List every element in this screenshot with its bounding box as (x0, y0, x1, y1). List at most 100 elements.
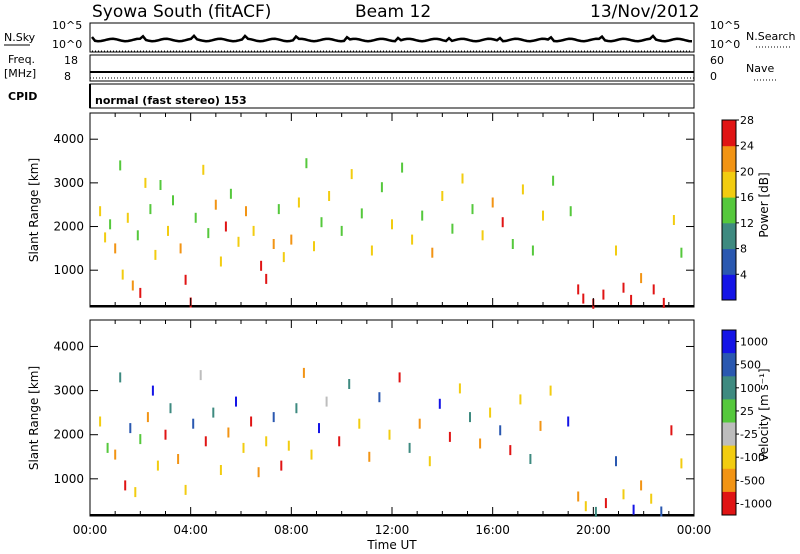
velocity-point-2 (114, 449, 117, 460)
velocity-point-21 (235, 396, 237, 407)
power-cbar-swatch-5 (722, 145, 736, 172)
noise-right-label: N.Search (746, 30, 796, 43)
velocity-point-62 (622, 489, 625, 500)
power-colorbar: 4 8 12 16 20 24 28 (721, 114, 754, 301)
velocity-point-42 (418, 418, 421, 429)
power-point-35 (297, 197, 300, 208)
power-cbar-swatch-3 (722, 197, 736, 224)
velocity-cbar-swatch-5 (722, 445, 736, 470)
power-point-49 (431, 247, 434, 258)
velocity-point-39 (388, 429, 391, 440)
power-point-19 (194, 212, 197, 223)
cpid-label: CPID (8, 90, 37, 103)
power-point-51 (451, 223, 454, 234)
power-point-15 (172, 195, 174, 206)
power-point-58 (521, 184, 524, 195)
noise-left-tick-top: 10^5 (52, 19, 82, 32)
velocity-cbar-label-5: -100 (740, 451, 765, 464)
power-point-17 (184, 274, 187, 285)
power-point-50 (441, 191, 444, 201)
x-axis-tick-labels: 00:00 04:00 08:00 12:00 16:00 20:00 00:00 (73, 523, 712, 537)
noise-sky-line (91, 33, 693, 43)
velocity-point-17 (204, 436, 207, 447)
velocity-point-44 (438, 398, 441, 409)
power-point-43 (370, 245, 373, 256)
power-point-39 (328, 191, 331, 201)
velocity-point-5 (129, 423, 132, 434)
power-point-16 (179, 243, 182, 254)
velocity-point-4 (124, 480, 127, 491)
velocity-point-66 (660, 506, 663, 517)
velocity-point-29 (295, 403, 298, 414)
power-point-59 (531, 245, 534, 256)
velocity-point-31 (310, 449, 313, 460)
power-point-66 (602, 289, 605, 300)
power-point-10 (144, 177, 147, 188)
velocity-point-14 (184, 484, 187, 495)
power-point-12 (154, 249, 157, 260)
power-point-68 (622, 282, 625, 293)
freq-right-tick-top: 60 (710, 54, 724, 67)
power-point-62 (569, 206, 572, 217)
velocity-point-35 (348, 379, 351, 389)
velocity-cbar-swatch-7 (722, 491, 736, 516)
power-scatter (99, 158, 683, 309)
velocity-point-13 (177, 454, 180, 464)
velocity-point-68 (680, 458, 683, 469)
velocity-point-49 (489, 407, 492, 418)
velocity-point-46 (458, 383, 461, 394)
velocity-point-24 (257, 467, 260, 478)
velocity-point-43 (428, 456, 431, 467)
velocity-ytick-label-1: 2000 (53, 428, 84, 442)
power-point-7 (131, 280, 134, 291)
power-point-31 (272, 239, 275, 249)
freq-left-tick-top: 18 (64, 54, 78, 67)
velocity-point-33 (325, 396, 328, 407)
power-ytick-label-3: 4000 (53, 132, 84, 146)
velocity-point-37 (368, 451, 371, 462)
power-point-54 (481, 230, 484, 241)
velocity-cbar-label-1: 500 (740, 359, 761, 372)
power-point-52 (461, 173, 464, 184)
power-point-28 (252, 225, 255, 236)
power-y-axis: 1000 2000 3000 4000 (53, 132, 694, 277)
velocity-point-56 (567, 416, 570, 427)
power-point-2 (109, 219, 112, 230)
cpid-panel: CPID normal (fast stereo) 153 (8, 83, 695, 109)
nave-right-label: Nave (746, 62, 774, 75)
power-point-25 (229, 188, 232, 199)
velocity-scatter (99, 367, 683, 517)
noise-right-tick-bottom: 10^0 (710, 38, 740, 51)
power-point-72 (662, 297, 665, 308)
x-tick-label-6: 00:00 (677, 523, 712, 537)
power-ytick-label-2: 3000 (53, 176, 84, 190)
velocity-point-19 (219, 465, 222, 475)
power-point-0 (99, 206, 102, 217)
x-tick-label-2: 08:00 (274, 523, 309, 537)
freq-panel: Freq. [MHz] 18 8 60 0 Nave (4, 53, 778, 83)
velocity-point-60 (604, 498, 607, 509)
velocity-point-38 (378, 392, 381, 403)
power-point-46 (401, 162, 404, 173)
velocity-point-65 (650, 493, 653, 504)
velocity-point-28 (287, 440, 290, 451)
velocity-point-25 (265, 436, 268, 447)
velocity-point-15 (192, 418, 195, 429)
power-point-41 (350, 169, 353, 180)
velocity-point-23 (250, 416, 253, 427)
power-point-30 (265, 273, 268, 284)
power-point-20 (202, 164, 205, 175)
power-point-4 (119, 160, 122, 171)
power-point-29 (260, 260, 263, 271)
noise-panel: N.Sky 10^5 10^0 10^5 10^0 N.Search (4, 19, 796, 53)
velocity-point-18 (212, 407, 215, 418)
power-point-61 (552, 175, 555, 186)
power-cbar-frame (721, 119, 737, 301)
velocity-point-26 (272, 412, 275, 423)
velocity-point-61 (615, 456, 617, 467)
beam-title: Beam 12 (355, 2, 431, 22)
power-point-57 (511, 239, 514, 249)
power-point-70 (640, 273, 643, 284)
velocity-point-10 (156, 460, 159, 471)
velocity-point-58 (584, 501, 587, 512)
